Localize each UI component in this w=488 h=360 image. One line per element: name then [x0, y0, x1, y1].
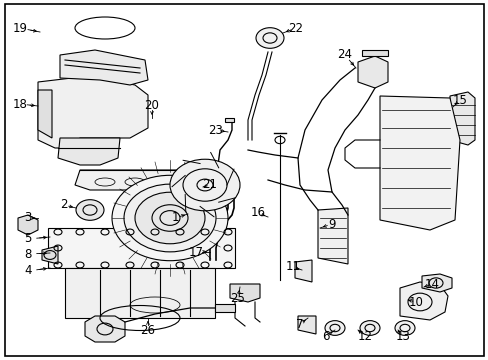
Circle shape: [135, 192, 204, 244]
Text: 5: 5: [24, 233, 32, 246]
Polygon shape: [48, 228, 235, 268]
Circle shape: [124, 184, 216, 252]
Text: 19: 19: [13, 22, 27, 35]
Text: 7: 7: [296, 318, 303, 330]
Polygon shape: [297, 316, 315, 334]
Circle shape: [325, 321, 345, 336]
Polygon shape: [38, 78, 148, 148]
Polygon shape: [65, 268, 215, 318]
Polygon shape: [75, 170, 209, 190]
Polygon shape: [42, 246, 58, 264]
Polygon shape: [229, 284, 260, 302]
Text: 14: 14: [424, 278, 439, 291]
Circle shape: [76, 200, 104, 220]
Text: 15: 15: [451, 94, 467, 107]
Polygon shape: [449, 92, 474, 145]
Text: 18: 18: [13, 98, 27, 111]
Circle shape: [394, 321, 414, 336]
Text: 3: 3: [24, 211, 32, 225]
Text: 12: 12: [357, 329, 372, 342]
Text: 24: 24: [337, 49, 352, 62]
Text: 1: 1: [171, 211, 179, 225]
Polygon shape: [317, 208, 347, 264]
Polygon shape: [379, 96, 459, 230]
Text: 17: 17: [188, 246, 203, 258]
Circle shape: [359, 321, 379, 336]
Text: 10: 10: [408, 296, 423, 309]
Polygon shape: [58, 138, 120, 165]
Polygon shape: [18, 215, 38, 235]
Text: 23: 23: [208, 123, 223, 136]
Text: 21: 21: [202, 179, 217, 192]
Circle shape: [112, 175, 227, 261]
Text: 26: 26: [140, 324, 155, 337]
Text: 11: 11: [285, 261, 300, 274]
Polygon shape: [421, 274, 451, 292]
Polygon shape: [215, 304, 235, 312]
Text: 2: 2: [60, 198, 68, 211]
Text: 13: 13: [395, 329, 409, 342]
Text: 16: 16: [250, 207, 265, 220]
Polygon shape: [361, 50, 387, 56]
Text: 22: 22: [288, 22, 303, 35]
Polygon shape: [38, 90, 52, 138]
Polygon shape: [224, 118, 234, 122]
Polygon shape: [357, 56, 387, 88]
Polygon shape: [399, 282, 447, 320]
Text: 20: 20: [144, 99, 159, 112]
Text: 6: 6: [322, 329, 329, 342]
Polygon shape: [60, 50, 148, 85]
Text: 4: 4: [24, 265, 32, 278]
Text: 8: 8: [24, 248, 32, 261]
Circle shape: [256, 28, 284, 48]
Polygon shape: [294, 260, 311, 282]
Text: 9: 9: [327, 217, 335, 230]
Polygon shape: [85, 316, 125, 342]
Circle shape: [170, 159, 240, 211]
Text: 25: 25: [230, 292, 245, 305]
